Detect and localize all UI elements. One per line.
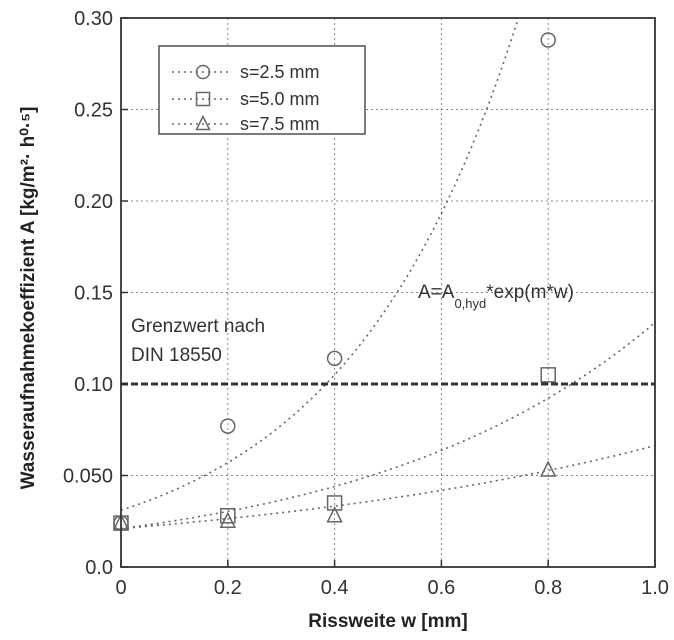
data-point-triangle [539, 460, 557, 477]
legend: s=2.5 mm s=5.0 mm s=7.5 mm [158, 45, 366, 135]
x-tick-label: 0.8 [534, 577, 562, 599]
fit-curve [121, 444, 655, 530]
legend-box [158, 45, 366, 135]
data-point-triangle [219, 511, 237, 528]
y-tick-label: 0.15 [74, 283, 113, 305]
data-point-square [326, 495, 343, 511]
legend-label: s=5.0 mm [240, 89, 320, 109]
fit-curve [121, 18, 520, 512]
data-point-square [540, 367, 556, 383]
data-point-square [195, 91, 211, 107]
x-tick-label: 0.4 [321, 577, 349, 599]
reference-label-line2: DIN 18550 [131, 345, 222, 366]
data-point-circle [326, 350, 343, 367]
data-point-circle [220, 418, 236, 434]
data-point-square [220, 508, 236, 524]
fit-formula-subscript: 0,hyd [454, 296, 486, 311]
y-tick-label: 0.25 [74, 100, 113, 122]
data-point-circle [540, 32, 556, 48]
legend-label: s=2.5 mm [240, 62, 320, 82]
y-tick-label: 0.050 [63, 466, 113, 488]
data-point-triangle [326, 506, 343, 523]
y-tick-label: 0.0 [85, 557, 113, 579]
y-tick-label: 0.10 [74, 374, 113, 396]
x-axis-title: Rissweite w [mm] [308, 611, 467, 632]
x-tick-label: 0.6 [427, 577, 455, 599]
legend-label: s=7.5 mm [240, 114, 320, 134]
fit-curve [121, 321, 655, 530]
reference-label-line1: Grenzwert nach [131, 316, 265, 337]
data-point-circle [195, 64, 211, 80]
fit-formula-main: A=A [418, 282, 455, 303]
y-tick-label: 0.30 [74, 8, 113, 30]
x-tick-label: 0.2 [214, 577, 242, 599]
y-tick-labels: 0.0 0.050 0.10 0.15 0.20 0.25 0.30 [63, 8, 113, 579]
fit-formula: A=A0,hyd*exp(m*w) [418, 282, 574, 311]
y-axis-title: Wasseraufnahmekoeffizient A [kg/m²· h⁰·⁵… [18, 107, 39, 490]
x-tick-label: 1.0 [641, 577, 669, 599]
data-point-triangle [195, 114, 211, 131]
fit-formula-tail: *exp(m*w) [486, 282, 574, 303]
x-tick-label: 0 [115, 577, 126, 599]
x-tick-labels: 0 0.2 0.4 0.6 0.8 1.0 [115, 577, 668, 599]
y-tick-label: 0.20 [74, 191, 113, 213]
plot-frame [120, 17, 656, 568]
fit-curves [121, 18, 655, 530]
